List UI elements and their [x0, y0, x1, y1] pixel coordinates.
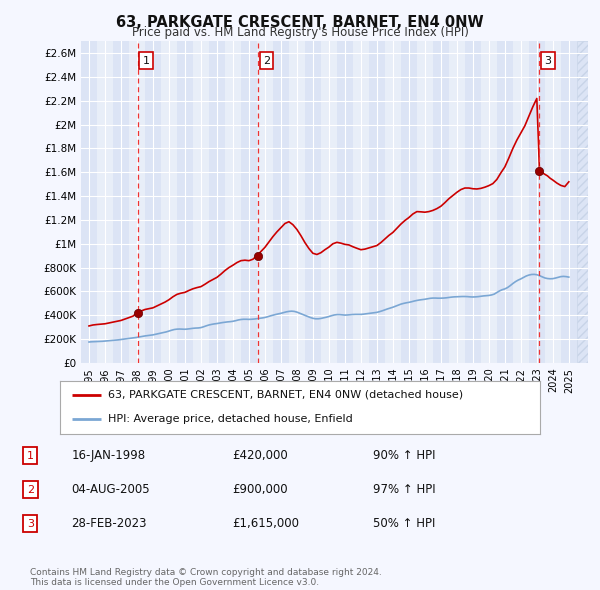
Bar	[449, 41, 465, 363]
Text: Contains HM Land Registry data © Crown copyright and database right 2024.
This d: Contains HM Land Registry data © Crown c…	[30, 568, 382, 587]
Text: 28-FEB-2023: 28-FEB-2023	[71, 517, 147, 530]
Bar	[385, 41, 401, 363]
Text: 16-JAN-1998: 16-JAN-1998	[71, 449, 146, 462]
Bar	[161, 41, 177, 363]
Bar	[177, 41, 193, 363]
Text: 63, PARKGATE CRESCENT, BARNET, EN4 0NW: 63, PARKGATE CRESCENT, BARNET, EN4 0NW	[116, 15, 484, 30]
Text: 63, PARKGATE CRESCENT, BARNET, EN4 0NW (detached house): 63, PARKGATE CRESCENT, BARNET, EN4 0NW (…	[108, 390, 463, 400]
Bar	[529, 41, 545, 363]
Bar	[321, 41, 337, 363]
Bar	[129, 41, 145, 363]
Bar	[225, 41, 241, 363]
Bar	[369, 41, 385, 363]
Bar	[257, 41, 273, 363]
Text: 2: 2	[27, 485, 34, 494]
Text: 1: 1	[142, 56, 149, 65]
Text: 2: 2	[263, 56, 270, 65]
Text: Price paid vs. HM Land Registry's House Price Index (HPI): Price paid vs. HM Land Registry's House …	[131, 26, 469, 39]
Bar	[193, 41, 209, 363]
Bar	[433, 41, 449, 363]
Bar	[209, 41, 225, 363]
Text: £1,615,000: £1,615,000	[232, 517, 299, 530]
Bar	[97, 41, 113, 363]
Text: 3: 3	[544, 56, 551, 65]
Text: 90% ↑ HPI: 90% ↑ HPI	[373, 449, 436, 462]
Bar	[401, 41, 417, 363]
Bar	[497, 41, 513, 363]
Bar	[305, 41, 321, 363]
Text: £420,000: £420,000	[232, 449, 288, 462]
Bar	[561, 41, 577, 363]
Bar	[417, 41, 433, 363]
Text: HPI: Average price, detached house, Enfield: HPI: Average price, detached house, Enfi…	[108, 414, 353, 424]
Bar	[545, 41, 561, 363]
Bar	[465, 41, 481, 363]
Text: 97% ↑ HPI: 97% ↑ HPI	[373, 483, 436, 496]
Bar	[241, 41, 257, 363]
Text: 3: 3	[27, 519, 34, 529]
Bar	[289, 41, 305, 363]
Text: £900,000: £900,000	[232, 483, 288, 496]
Bar	[113, 41, 129, 363]
Bar	[513, 41, 529, 363]
Bar	[353, 41, 369, 363]
Text: 04-AUG-2005: 04-AUG-2005	[71, 483, 150, 496]
Bar	[337, 41, 353, 363]
Bar	[145, 41, 161, 363]
Text: 50% ↑ HPI: 50% ↑ HPI	[373, 517, 436, 530]
Bar	[481, 41, 497, 363]
Bar	[81, 41, 97, 363]
Text: 1: 1	[27, 451, 34, 461]
Bar	[273, 41, 289, 363]
Bar	[577, 41, 588, 363]
